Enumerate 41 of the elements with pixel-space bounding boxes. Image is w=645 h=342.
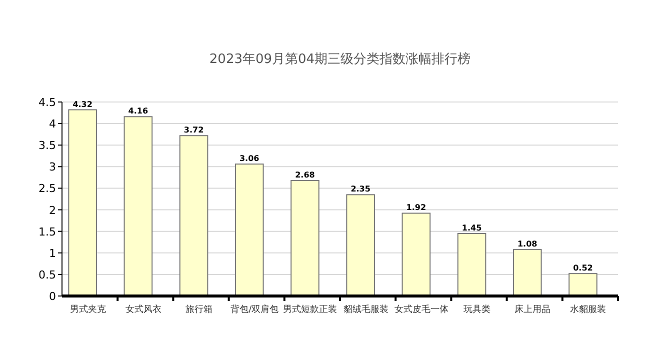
bar bbox=[346, 194, 375, 296]
y-tick-label: 0.5 bbox=[38, 268, 56, 282]
x-tick-label: 玩具类 bbox=[464, 304, 490, 315]
bar bbox=[512, 248, 542, 296]
data-label: 1.92 bbox=[406, 203, 426, 212]
bar bbox=[457, 232, 486, 296]
x-tick-label: 女式风衣 bbox=[125, 304, 162, 315]
x-tick-label: 水貂服装 bbox=[570, 304, 606, 315]
y-tick-label: 3.5 bbox=[38, 139, 56, 152]
x-tick-label: 貂绒毛服装 bbox=[343, 304, 388, 315]
x-tick-label: 女式皮毛一体 bbox=[394, 304, 448, 315]
y-tick-label: 2.5 bbox=[38, 182, 56, 196]
bar bbox=[568, 273, 598, 296]
y-tick-label: 2 bbox=[49, 204, 56, 217]
data-label: 2.35 bbox=[350, 184, 371, 194]
data-label: 1.08 bbox=[517, 239, 538, 248]
data-label: 1.45 bbox=[462, 223, 482, 232]
data-label: 4.16 bbox=[128, 106, 148, 116]
chart-title: 2023年09月第04期三级分类指数涨幅排行榜 bbox=[209, 52, 471, 67]
x-tick-label: 床上用品 bbox=[514, 304, 551, 315]
data-label: 3.72 bbox=[184, 126, 204, 135]
y-tick-label: 0 bbox=[49, 290, 56, 303]
y-tick-label: 1 bbox=[49, 246, 56, 260]
y-tick-label: 4.5 bbox=[38, 96, 56, 109]
y-tick-label: 4 bbox=[49, 118, 56, 131]
bar bbox=[68, 109, 97, 296]
bar bbox=[234, 164, 264, 296]
x-tick-label: 男式夹克 bbox=[70, 304, 106, 315]
x-tick-label: 旅行箱 bbox=[186, 304, 212, 315]
bar bbox=[124, 116, 153, 296]
data-label: 0.52 bbox=[573, 264, 593, 273]
data-label: 3.06 bbox=[239, 154, 260, 164]
y-tick-label: 3 bbox=[49, 160, 56, 174]
data-label: 2.68 bbox=[295, 170, 316, 180]
y-tick-label: 1.5 bbox=[38, 225, 56, 238]
x-tick-label: 男式短款正装 bbox=[283, 304, 338, 315]
bar bbox=[402, 212, 431, 296]
bar bbox=[179, 135, 208, 296]
x-tick-label: 背包/双肩包 bbox=[230, 304, 279, 315]
data-label: 4.32 bbox=[72, 100, 92, 109]
bar bbox=[290, 180, 320, 296]
